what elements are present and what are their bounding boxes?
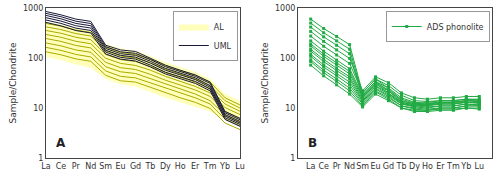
svg-text:Tm: Tm: [203, 162, 217, 171]
svg-text:Pr: Pr: [333, 162, 342, 171]
svg-text:Yb: Yb: [460, 162, 471, 171]
svg-text:Eu: Eu: [370, 162, 380, 171]
svg-text:1000: 1000: [23, 4, 43, 13]
svg-text:Eu: Eu: [116, 162, 126, 171]
svg-text:Gd: Gd: [130, 162, 141, 171]
svg-text:Ce: Ce: [318, 162, 329, 171]
svg-text:1000: 1000: [275, 4, 295, 13]
svg-text:Ho: Ho: [422, 162, 433, 171]
svg-text:Yb: Yb: [219, 162, 230, 171]
svg-text:Dy: Dy: [409, 162, 420, 171]
svg-text:Ho: Ho: [175, 162, 186, 171]
svg-text:Sample/Chondrite: Sample/Chondrite: [8, 42, 18, 123]
svg-text:La: La: [41, 162, 50, 171]
svg-text:Er: Er: [191, 162, 200, 171]
svg-text:Tb: Tb: [144, 162, 155, 171]
svg-text:Nd: Nd: [344, 162, 355, 171]
svg-text:100: 100: [280, 54, 295, 63]
svg-text:Tm: Tm: [446, 162, 460, 171]
svg-text:B: B: [308, 136, 317, 150]
svg-text:Er: Er: [436, 162, 445, 171]
svg-text:10: 10: [33, 104, 43, 113]
svg-text:Pr: Pr: [72, 162, 81, 171]
svg-text:Ce: Ce: [56, 162, 67, 171]
svg-text:AL: AL: [214, 23, 224, 32]
svg-text:UML: UML: [214, 42, 232, 51]
svg-text:A: A: [56, 136, 66, 150]
svg-text:Lu: Lu: [475, 162, 484, 171]
svg-text:Sm: Sm: [356, 162, 369, 171]
svg-text:10: 10: [285, 104, 295, 113]
svg-text:1: 1: [38, 154, 43, 163]
svg-text:Lu: Lu: [235, 162, 244, 171]
svg-text:1: 1: [290, 154, 295, 163]
svg-text:La: La: [306, 162, 315, 171]
svg-text:Gd: Gd: [383, 162, 394, 171]
svg-text:100: 100: [28, 54, 43, 63]
svg-text:Sm: Sm: [99, 162, 112, 171]
svg-text:Dy: Dy: [160, 162, 171, 171]
svg-text:Nd: Nd: [85, 162, 96, 171]
svg-text:ADS phonolite: ADS phonolite: [427, 23, 484, 32]
svg-text:Tb: Tb: [395, 162, 406, 171]
svg-text:Sample/Chondrite: Sample/Chondrite: [260, 42, 270, 123]
